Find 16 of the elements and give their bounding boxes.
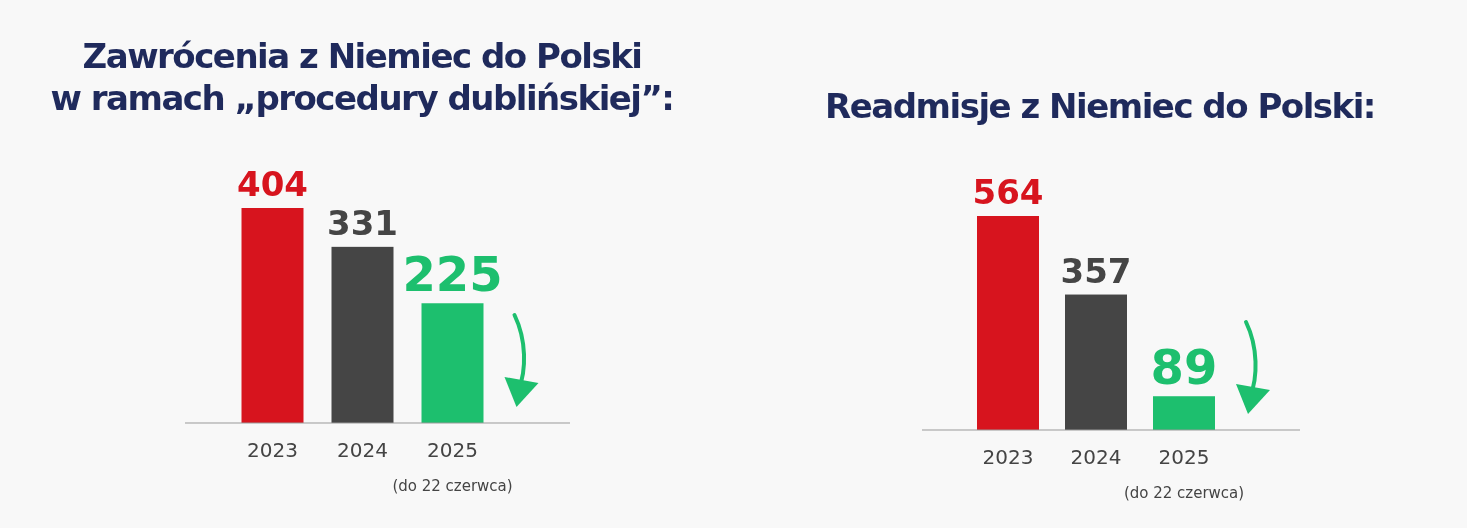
data-label: 357 xyxy=(1060,250,1132,291)
x-tick-label: 2025 xyxy=(1158,445,1210,469)
text: (do 22 czerwca) xyxy=(1123,484,1245,502)
text: (do 22 czerwca) xyxy=(392,477,513,495)
data-label: 89 xyxy=(1150,339,1218,396)
x-tick-label: 2025 xyxy=(427,438,478,462)
data-label: 331 xyxy=(327,202,398,243)
data-label: 225 xyxy=(402,246,503,303)
x-tick-label: 2023 xyxy=(247,438,298,462)
chart-title: Zawrócenia z Niemiec do Polski w ramach „procedury dublińskiej”: xyxy=(50,36,674,118)
chart-title: Readmisje z Niemiec do Polski: xyxy=(825,86,1375,126)
data-label: 564 xyxy=(972,172,1044,212)
x-tick-label: 2023 xyxy=(982,445,1034,469)
x-tick-label: 2024 xyxy=(1070,445,1122,469)
x-tick-label: 2024 xyxy=(337,438,388,462)
data-label: 404 xyxy=(237,164,308,204)
